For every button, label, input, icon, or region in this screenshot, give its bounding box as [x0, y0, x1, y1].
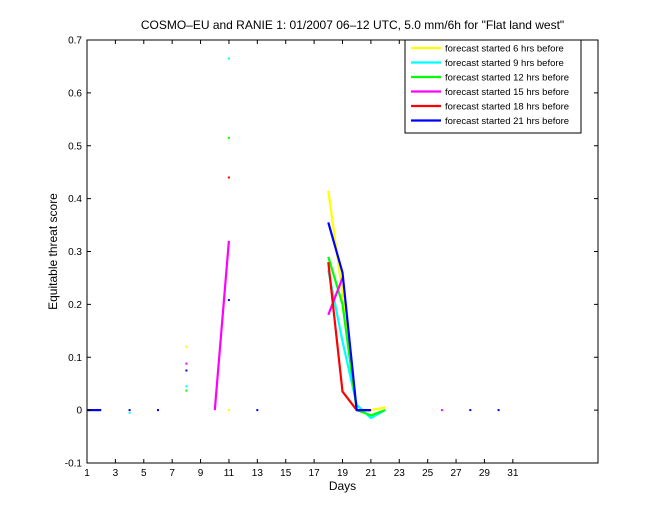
series-6-point-7: [497, 409, 500, 412]
legend-box: [404, 39, 582, 134]
x-tick-label: 9: [198, 468, 204, 479]
x-tick-label: 5: [141, 468, 147, 479]
series-5-point-1: [227, 176, 230, 179]
y-tick-label: 0.1: [68, 353, 82, 364]
y-axis-label: Equitable threat score: [46, 193, 60, 310]
series-6-point-5: [256, 409, 259, 412]
series-6-point-2: [157, 409, 159, 412]
x-tick-label: 25: [422, 468, 434, 479]
y-tick-label: 0.2: [68, 300, 82, 311]
x-tick-label: 19: [337, 468, 349, 479]
y-tick-label: 0.5: [68, 141, 82, 152]
y-tick-label: 0: [76, 406, 82, 417]
x-tick-label: 27: [450, 468, 462, 479]
x-tick-label: 29: [479, 468, 491, 479]
series-6-point-1: [128, 409, 131, 412]
series-2-point-1: [128, 411, 131, 414]
y-tick-label: 0.3: [68, 247, 82, 258]
legend-label-5: forecast started 18 hrs before: [445, 102, 569, 113]
series-1-point-2: [185, 345, 188, 348]
y-tick-label: -0.1: [65, 459, 83, 470]
x-tick-label: 21: [365, 468, 377, 479]
legend-label-6: forecast started 21 hrs before: [445, 116, 569, 127]
legend-label-4: forecast started 15 hrs before: [445, 87, 569, 98]
x-tick-label: 31: [507, 468, 519, 479]
x-axis-label: Days: [329, 479, 356, 493]
series-4-point-2: [440, 409, 443, 412]
x-tick-label: 17: [309, 468, 321, 479]
series-4-line-1: [213, 240, 230, 411]
series-3-point-1: [185, 389, 188, 392]
x-tick-label: 15: [280, 468, 292, 479]
x-tick-label: 1: [84, 468, 90, 479]
x-tick-label: 13: [252, 468, 264, 479]
series-6-line-2: [327, 222, 371, 412]
y-tick-label: 0.7: [68, 36, 82, 47]
legend-label-2: forecast started 9 hrs before: [445, 58, 564, 69]
series-6-point-3: [185, 369, 188, 372]
x-tick-label: 7: [169, 468, 175, 479]
series-4-point-1: [185, 362, 188, 365]
legend-label-3: forecast started 12 hrs before: [445, 73, 569, 84]
legend-label-1: forecast started 6 hrs before: [445, 44, 564, 55]
x-tick-label: 3: [113, 468, 119, 479]
x-tick-label: 11: [224, 468, 235, 479]
series-6-point-4: [227, 299, 230, 302]
x-tick-label: 23: [394, 468, 406, 479]
y-tick-label: 0.6: [68, 88, 82, 99]
series-4-line-2: [327, 277, 344, 316]
series-2-point-2: [185, 385, 188, 388]
series-2-point-3: [227, 57, 230, 60]
y-tick-label: 0.4: [68, 194, 82, 205]
series-6-point-6: [469, 409, 472, 412]
series-1-point-3: [227, 409, 230, 412]
chart-title: COSMO–EU and RANIE 1: 01/2007 06–12 UTC,…: [141, 18, 564, 32]
series-3-point-2: [227, 136, 230, 139]
